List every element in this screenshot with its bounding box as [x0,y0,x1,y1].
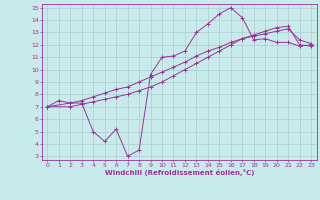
X-axis label: Windchill (Refroidissement éolien,°C): Windchill (Refroidissement éolien,°C) [105,169,254,176]
